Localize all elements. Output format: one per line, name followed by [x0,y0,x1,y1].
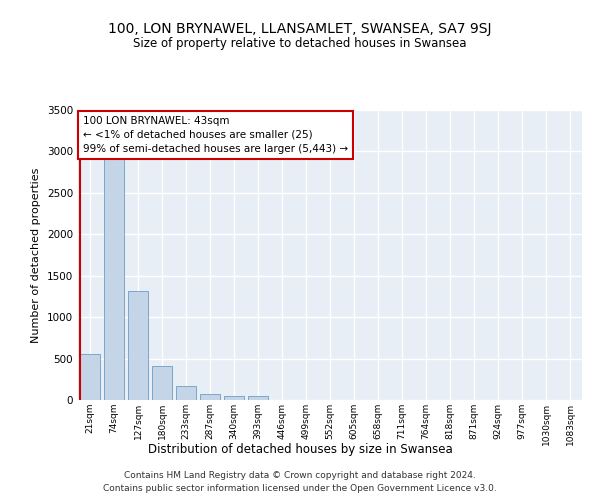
Text: Contains public sector information licensed under the Open Government Licence v3: Contains public sector information licen… [103,484,497,493]
Bar [176,386,196,400]
Text: 100, LON BRYNAWEL, LLANSAMLET, SWANSEA, SA7 9SJ: 100, LON BRYNAWEL, LLANSAMLET, SWANSEA, … [108,22,492,36]
Text: Contains HM Land Registry data © Crown copyright and database right 2024.: Contains HM Land Registry data © Crown c… [124,470,476,480]
Text: Size of property relative to detached houses in Swansea: Size of property relative to detached ho… [133,38,467,51]
Bar [128,292,148,400]
Bar [200,394,220,400]
Bar [152,366,172,400]
Bar [224,396,244,400]
Text: Distribution of detached houses by size in Swansea: Distribution of detached houses by size … [148,442,452,456]
Y-axis label: Number of detached properties: Number of detached properties [31,168,41,342]
Bar [248,396,268,400]
Bar [80,354,100,400]
Bar [104,158,124,400]
Text: 100 LON BRYNAWEL: 43sqm
← <1% of detached houses are smaller (25)
99% of semi-de: 100 LON BRYNAWEL: 43sqm ← <1% of detache… [83,116,348,154]
